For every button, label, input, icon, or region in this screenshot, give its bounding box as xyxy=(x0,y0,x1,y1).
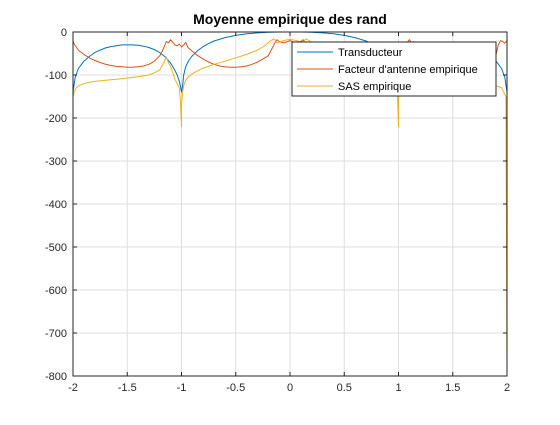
legend-label: SAS empirique xyxy=(338,81,411,93)
y-tick-label: -600 xyxy=(45,285,67,297)
y-tick-label: -200 xyxy=(45,113,67,125)
x-tick-label: 0 xyxy=(287,382,293,394)
x-tick-label: 1 xyxy=(395,382,401,394)
y-tick-label: -400 xyxy=(45,199,67,211)
legend[interactable]: Transducteur Facteur d'antenne empirique S… xyxy=(292,42,496,96)
x-tick-label: 2 xyxy=(504,382,510,394)
legend-label: Transducteur xyxy=(338,47,403,59)
y-tick-label: -500 xyxy=(45,242,67,254)
y-tick-label: -800 xyxy=(45,371,67,383)
y-tick-label: -300 xyxy=(45,156,67,168)
y-tick-label: -700 xyxy=(45,328,67,340)
legend-label: Facteur d'antenne empirique xyxy=(338,64,478,76)
x-tick-label: -1.5 xyxy=(118,382,137,394)
chart-title: Moyenne empirique des rand xyxy=(193,11,387,27)
x-tick-label: 1.5 xyxy=(445,382,460,394)
y-tick-label: -100 xyxy=(45,70,67,82)
x-tick-label: -1 xyxy=(177,382,187,394)
x-tick-label: 0.5 xyxy=(337,382,352,394)
x-tick-label: -0.5 xyxy=(226,382,245,394)
x-tick-label: -2 xyxy=(68,382,78,394)
y-tick-label: 0 xyxy=(61,27,67,39)
